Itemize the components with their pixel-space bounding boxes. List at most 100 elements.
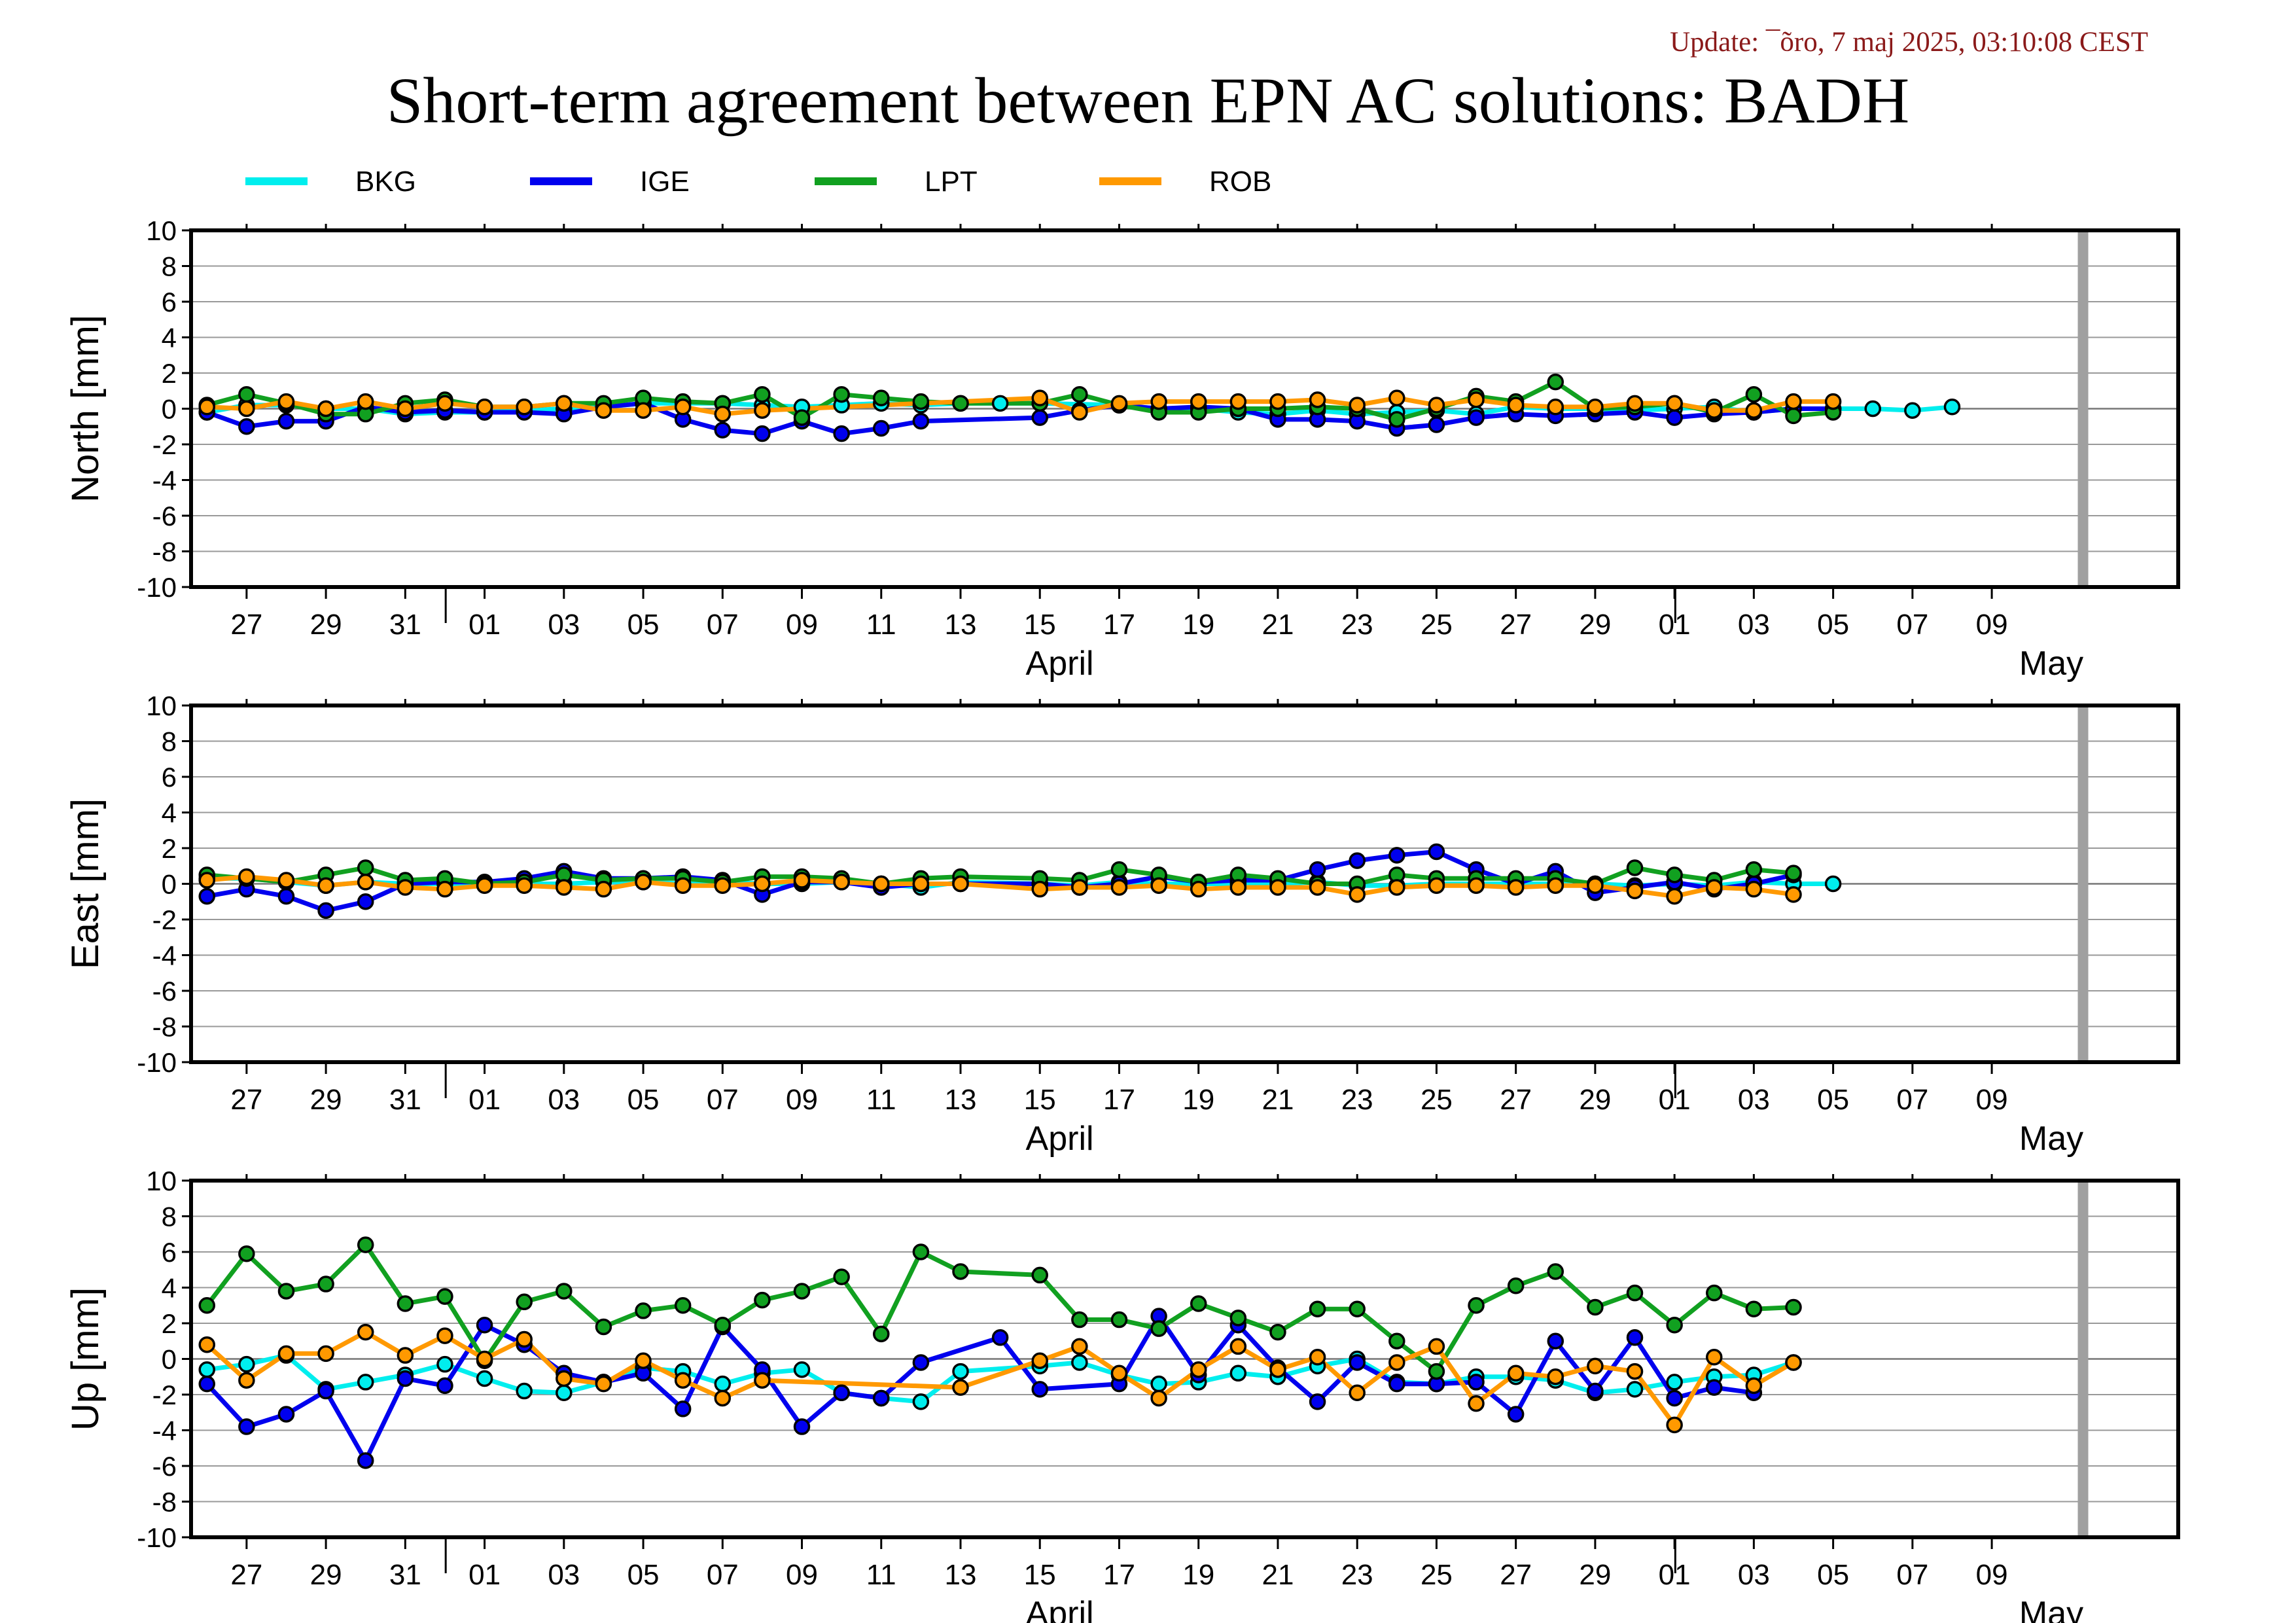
panel-3-month-label-april: April (1026, 1595, 1094, 1623)
panel-3-point-ige (1666, 1389, 1683, 1407)
panel-3-point-lpt (952, 1263, 969, 1280)
panel-2-y-tick-label: -8 (152, 1012, 177, 1043)
panel-2-frame (189, 704, 2180, 1064)
panel-3-point-ige (1507, 1406, 1525, 1423)
panel-2-x-tick-label: 21 (1262, 1084, 1294, 1116)
panel-2-point-rob (397, 879, 414, 896)
panel-2-x-tick-label: 09 (786, 1084, 818, 1116)
panel-3-point-lpt (1468, 1297, 1485, 1314)
panel-2-point-lpt (1666, 866, 1683, 883)
panel-2-point-rob (1031, 880, 1048, 898)
panel-2-point-rob (754, 875, 771, 893)
panel-1-point-rob (1190, 393, 1207, 410)
panel-3-point-rob (1388, 1354, 1405, 1371)
panel-2-point-rob (1587, 877, 1604, 894)
panel-1-y-tick-label: 2 (162, 358, 177, 389)
panel-1-x-tick-label: 01 (468, 609, 501, 641)
panel-3-point-lpt (1190, 1295, 1207, 1312)
panel-3-point-rob (1706, 1349, 1723, 1366)
panel-3-point-lpt (1229, 1310, 1247, 1327)
panel-3-point-lpt (635, 1302, 652, 1319)
panel-1-point-bkg (991, 395, 1009, 412)
panel-3-y-tick-label: -6 (152, 1451, 177, 1482)
panel-1-y-tick-label: 10 (146, 215, 177, 246)
panel-3-x-tick-label: 21 (1262, 1559, 1294, 1591)
panel-3-point-rob (1190, 1361, 1207, 1378)
panel-3-point-ige (198, 1375, 215, 1393)
chart-title: Short-term agreement between EPN AC solu… (386, 64, 1910, 137)
panel-3-point-rob (714, 1389, 732, 1407)
panel-3-y-tick-label: 4 (162, 1273, 177, 1304)
panel-1-y-axis-title: North [mm] (64, 315, 107, 503)
panel-1-point-rob (516, 399, 533, 416)
panel-1-point-rob (476, 399, 493, 416)
panel-3-x-tick-label: 15 (1024, 1559, 1056, 1591)
panel-3-point-rob (1150, 1389, 1167, 1407)
panel-2-point-lpt (1785, 865, 1802, 882)
panel-2-point-rob (476, 877, 493, 894)
panel-1-point-rob (1349, 397, 1366, 414)
panel-2-point-ige (198, 887, 215, 905)
panel-2-point-rob (1745, 880, 1763, 898)
panel-3-point-lpt (1031, 1266, 1048, 1284)
panel-3-point-rob (1229, 1338, 1247, 1355)
panel-3-point-rob (436, 1327, 453, 1344)
panel-3-point-lpt (793, 1283, 811, 1300)
panel-1-point-rob (754, 402, 771, 419)
panel-1-point-ige (873, 419, 890, 437)
panel-3-x-tick-label: 29 (1579, 1559, 1611, 1591)
panel-1-point-rob (714, 405, 732, 423)
panel-2-y-tick-label: -2 (152, 904, 177, 935)
panel-3-point-lpt (1428, 1363, 1445, 1380)
panel-2-x-tick-label: 11 (866, 1084, 896, 1116)
panel-3-point-ige (1706, 1379, 1723, 1396)
panel-2-point-ige (357, 893, 374, 910)
panel-1-point-lpt (1547, 373, 1564, 391)
panel-2-point-rob (1706, 879, 1723, 896)
panel-2-x-tick-label: 19 (1182, 1084, 1214, 1116)
panel-3-point-lpt (1507, 1277, 1525, 1294)
panel-2-x-tick-label: 25 (1421, 1084, 1453, 1116)
panel-3-point-bkg (238, 1355, 255, 1373)
panel-1-point-bkg (1943, 399, 1961, 416)
panel-2-point-rob (277, 872, 295, 889)
panel-3-point-ige (912, 1354, 930, 1371)
panel-2-x-tick-label: 27 (230, 1084, 262, 1116)
panel-3-point-rob (397, 1347, 414, 1364)
panel-3-point-bkg (793, 1361, 811, 1378)
panel-1-x-tick-label: 19 (1182, 609, 1214, 641)
panel-2-x-tick-label: 31 (389, 1084, 421, 1116)
panel-2-point-ige (1428, 843, 1445, 861)
panel-3-x-tick-label: 27 (230, 1559, 262, 1591)
panel-1-x-tick-label: 23 (1341, 609, 1373, 641)
panel-2-point-rob (357, 874, 374, 891)
panel-1-point-ige (754, 425, 771, 442)
panel-3-point-lpt (238, 1245, 255, 1262)
panel-3-point-ige (1031, 1381, 1048, 1398)
panel-1-series-line-ige (206, 401, 1833, 437)
panel-3-point-bkg (357, 1374, 374, 1391)
panel-1-x-tick-label: 07 (707, 609, 739, 641)
panel-1-x-tick-label: 11 (866, 609, 896, 641)
panel-2-point-rob (1507, 879, 1525, 896)
panel-2-point-ige (1309, 861, 1326, 878)
panel-3-point-rob (635, 1352, 652, 1369)
panel-3-x-tick-label: 17 (1103, 1559, 1135, 1591)
panel-3-x-tick-label: 19 (1182, 1559, 1214, 1591)
panel-3-point-ige (277, 1406, 295, 1423)
panel-1-point-ige (833, 425, 850, 442)
panel-2-x-tick-label: 07 (707, 1084, 739, 1116)
panel-3-x-tick-label: 05 (627, 1559, 660, 1591)
panel-3-point-bkg (556, 1384, 573, 1402)
panel-1-point-lpt (238, 385, 255, 403)
panel-2-point-rob (635, 874, 652, 891)
panel-3-x-tick-label: 03 (1738, 1559, 1770, 1591)
panel-3-point-ige (1309, 1393, 1326, 1410)
panel-3-point-ige (436, 1377, 453, 1395)
panel-3-point-ige (317, 1382, 334, 1400)
panel-3-y-tick-label: -2 (152, 1380, 177, 1410)
panel-1-point-rob (1785, 393, 1802, 410)
panel-3-point-rob (1309, 1349, 1326, 1366)
panel-3-point-ige (397, 1370, 414, 1387)
panel-1-x-tick-label: 03 (548, 609, 580, 641)
